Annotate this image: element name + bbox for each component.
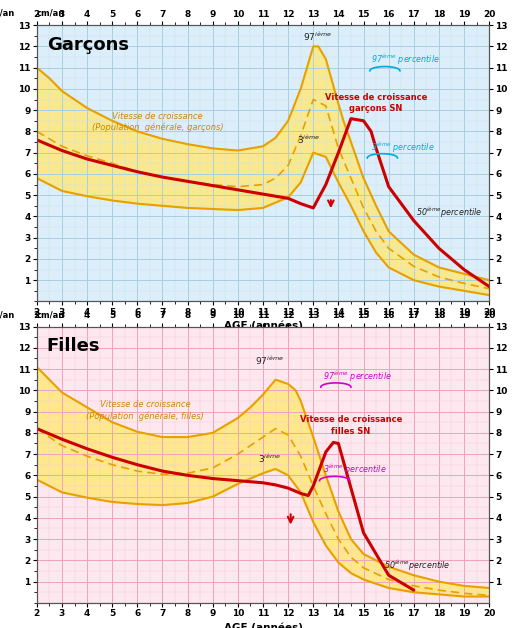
Text: 97$^{ième}$ percentile: 97$^{ième}$ percentile <box>371 52 440 67</box>
Text: 97$^{ième}$: 97$^{ième}$ <box>255 354 284 367</box>
Text: 50$^{ième}$percentile: 50$^{ième}$percentile <box>416 205 482 220</box>
Text: 3$^{ième}$ percentile: 3$^{ième}$ percentile <box>371 139 435 154</box>
Text: 3$^{ième}$: 3$^{ième}$ <box>258 452 281 465</box>
Text: cm/an: cm/an <box>37 9 65 18</box>
Text: (Population  générale, garçons): (Population générale, garçons) <box>92 123 223 133</box>
Text: cm/an: cm/an <box>0 9 15 18</box>
Text: (Population  générale, filles): (Population générale, filles) <box>86 411 204 421</box>
X-axis label: AGE (années): AGE (années) <box>224 321 302 332</box>
Text: Vitesse de croissance: Vitesse de croissance <box>300 415 402 424</box>
Text: Vitesse de croissance: Vitesse de croissance <box>99 400 190 409</box>
Text: Vitesse de croissance: Vitesse de croissance <box>112 112 203 121</box>
Text: Filles: Filles <box>47 337 100 355</box>
Text: Vitesse de croissance: Vitesse de croissance <box>325 92 427 102</box>
Text: cm/an: cm/an <box>37 310 65 319</box>
Text: 97$^{ième}$ percentile: 97$^{ième}$ percentile <box>323 369 392 384</box>
Text: garçons SN: garçons SN <box>349 104 403 113</box>
Text: 50$^{ième}$percentile: 50$^{ième}$percentile <box>383 558 450 573</box>
Text: cm/an: cm/an <box>0 310 15 319</box>
Text: 3$^{ième}$ percentile: 3$^{ième}$ percentile <box>323 462 387 477</box>
X-axis label: AGE (années): AGE (années) <box>224 622 302 628</box>
Text: filles SN: filles SN <box>331 427 371 436</box>
Text: 3$^{ième}$: 3$^{ième}$ <box>297 133 320 146</box>
Text: 97$^{ième}$: 97$^{ième}$ <box>302 30 331 43</box>
Text: Garçons: Garçons <box>47 36 129 54</box>
